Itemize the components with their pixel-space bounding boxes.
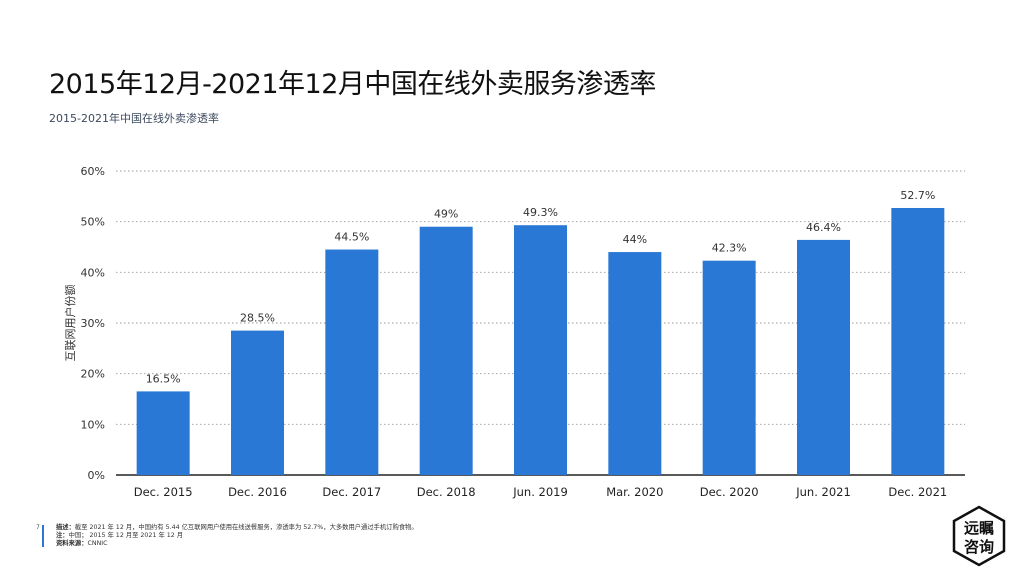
source-text: CNNIC [87, 540, 108, 548]
bar [891, 207, 945, 475]
x-tick-label: Jun. 2021 [795, 485, 851, 499]
x-tick-label: Dec. 2016 [228, 485, 287, 499]
data-label: 49.3% [523, 206, 558, 219]
bar [797, 239, 850, 475]
note-text: 中国； 2015 年 12 月至 2021 年 12 月 [68, 532, 184, 540]
data-label: 46.4% [806, 221, 841, 234]
bar [608, 252, 662, 475]
bar [325, 249, 379, 475]
x-tick-label: Dec. 2015 [134, 485, 193, 499]
y-tick-label: 30% [81, 317, 105, 330]
description-text: 截至 2021 年 12 月，中国约有 5.44 亿互联网用户使用在线送餐服务，… [74, 524, 418, 531]
data-label: 28.5% [240, 312, 275, 325]
footer-accent-bar [42, 525, 44, 547]
page-subtitle: 2015-2021年中国在线外卖渗透率 [49, 112, 219, 125]
bar [702, 260, 756, 475]
data-label: 52.7% [900, 189, 935, 202]
bar [419, 226, 473, 475]
company-logo: 远瞩 咨询 [952, 505, 1006, 567]
logo-bottom-text: 咨询 [964, 538, 994, 556]
y-tick-label: 10% [81, 418, 105, 431]
page-title: 2015年12月-2021年12月中国在线外卖服务渗透率 [49, 69, 656, 100]
bar [231, 330, 284, 475]
description-label: 描述： [56, 524, 75, 531]
note-label: 注： [56, 532, 69, 540]
data-label: 49% [434, 208, 458, 221]
data-label: 16.5% [146, 372, 181, 385]
data-label: 44.5% [334, 231, 369, 244]
bar [514, 225, 567, 475]
y-tick-label: 60% [81, 165, 105, 178]
data-label: 42.3% [712, 242, 747, 255]
x-tick-label: Dec. 2018 [417, 485, 476, 499]
x-tick-label: Dec. 2017 [322, 485, 381, 499]
x-tick-label: Dec. 2020 [700, 485, 759, 499]
y-tick-label: 20% [81, 368, 105, 381]
x-tick-label: Dec. 2021 [888, 485, 947, 499]
x-tick-label: Mar. 2020 [606, 485, 663, 499]
y-tick-label: 0% [88, 469, 105, 482]
y-tick-label: 40% [81, 266, 105, 279]
data-label: 44% [623, 233, 647, 246]
page-number: 7 [36, 524, 40, 531]
bar [136, 391, 190, 475]
y-tick-label: 50% [81, 216, 105, 229]
x-tick-label: Jun. 2019 [512, 485, 568, 499]
source-label: 资料来源： [56, 540, 88, 548]
y-axis-label: 互联网用户份额 [63, 285, 77, 362]
logo-top-text: 远瞩 [964, 519, 994, 537]
